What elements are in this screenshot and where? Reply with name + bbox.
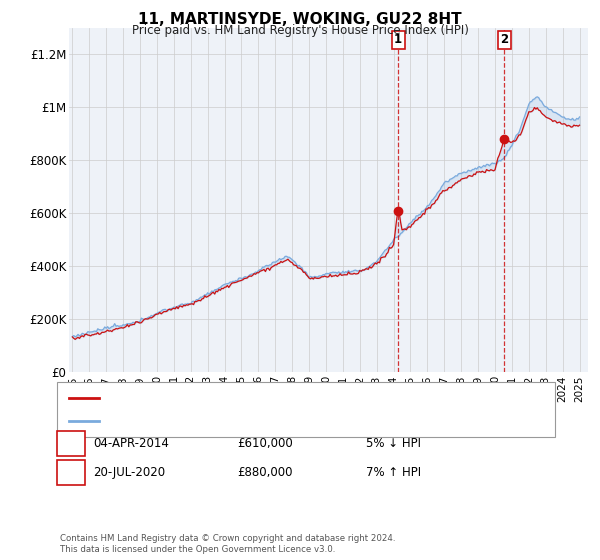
Text: 5% ↓ HPI: 5% ↓ HPI <box>366 437 421 450</box>
Text: 1: 1 <box>67 437 75 450</box>
Text: £880,000: £880,000 <box>237 466 293 479</box>
Text: Contains HM Land Registry data © Crown copyright and database right 2024.
This d: Contains HM Land Registry data © Crown c… <box>60 534 395 554</box>
Text: 11, MARTINSYDE, WOKING, GU22 8HT: 11, MARTINSYDE, WOKING, GU22 8HT <box>138 12 462 27</box>
Text: Price paid vs. HM Land Registry's House Price Index (HPI): Price paid vs. HM Land Registry's House … <box>131 24 469 37</box>
Text: 1: 1 <box>394 33 402 46</box>
Text: £610,000: £610,000 <box>237 437 293 450</box>
Text: 7% ↑ HPI: 7% ↑ HPI <box>366 466 421 479</box>
Text: 2: 2 <box>500 33 508 46</box>
Text: 20-JUL-2020: 20-JUL-2020 <box>93 466 165 479</box>
Text: 11, MARTINSYDE, WOKING, GU22 8HT (detached house): 11, MARTINSYDE, WOKING, GU22 8HT (detach… <box>103 393 416 403</box>
Text: HPI: Average price, detached house, Woking: HPI: Average price, detached house, Woki… <box>103 416 350 426</box>
Text: 04-APR-2014: 04-APR-2014 <box>93 437 169 450</box>
Text: 2: 2 <box>67 466 75 479</box>
